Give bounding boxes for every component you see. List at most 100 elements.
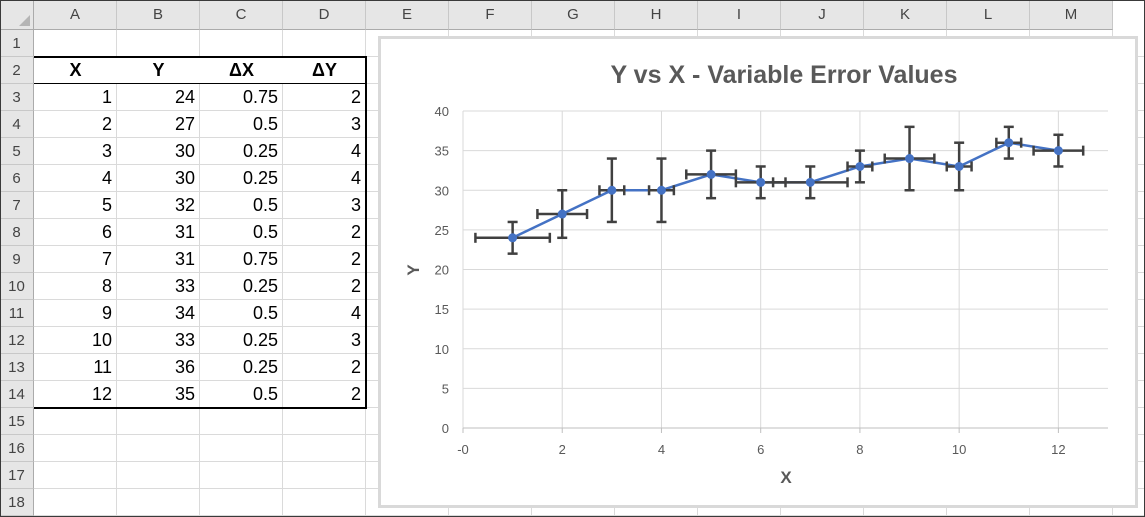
table-cell[interactable]: 0.5 (200, 300, 282, 326)
table-cell[interactable]: 4 (283, 138, 365, 164)
column-header-a[interactable]: A (34, 0, 117, 30)
row-header-5[interactable]: 5 (0, 138, 34, 165)
table-cell[interactable]: 0.5 (200, 111, 282, 137)
table-cell[interactable]: 36 (117, 354, 199, 380)
table-cell[interactable]: 12 (34, 381, 116, 407)
column-header-k[interactable]: K (864, 0, 947, 30)
y-tick-label: 15 (435, 302, 449, 317)
row-header-13[interactable]: 13 (0, 354, 34, 381)
y-axis-title: Y (404, 264, 423, 276)
gridline-v (282, 30, 283, 517)
table-cell[interactable]: 34 (117, 300, 199, 326)
row-header-8[interactable]: 8 (0, 219, 34, 246)
table-cell[interactable]: 30 (117, 165, 199, 191)
row-header-3[interactable]: 3 (0, 84, 34, 111)
row-header-15[interactable]: 15 (0, 408, 34, 435)
column-header-e[interactable]: E (366, 0, 449, 30)
data-point (607, 185, 617, 195)
table-cell[interactable]: 0.25 (200, 327, 282, 353)
column-header-l[interactable]: L (947, 0, 1030, 30)
row-header-7[interactable]: 7 (0, 192, 34, 219)
chart-title: Y vs X - Variable Error Values (611, 61, 958, 89)
table-cell[interactable]: 2 (283, 246, 365, 272)
table-cell[interactable]: 2 (283, 84, 365, 110)
table-cell[interactable]: 0.25 (200, 165, 282, 191)
table-cell[interactable]: 11 (34, 354, 116, 380)
table-header-cell[interactable]: Y (117, 57, 200, 84)
table-cell[interactable]: 9 (34, 300, 116, 326)
table-cell[interactable]: 6 (34, 219, 116, 245)
column-header-f[interactable]: F (449, 0, 532, 30)
y-tick-label: 10 (435, 342, 449, 357)
table-cell[interactable]: 35 (117, 381, 199, 407)
table-cell[interactable]: 4 (283, 165, 365, 191)
row-header-12[interactable]: 12 (0, 327, 34, 354)
row-header-2[interactable]: 2 (0, 57, 34, 84)
row-header-11[interactable]: 11 (0, 300, 34, 327)
table-cell[interactable]: 33 (117, 273, 199, 299)
table-cell[interactable]: 4 (283, 300, 365, 326)
data-point (656, 185, 666, 195)
table-cell[interactable]: 0.25 (200, 354, 282, 380)
row-header-18[interactable]: 18 (0, 489, 34, 516)
table-cell[interactable]: 32 (117, 192, 199, 218)
table-cell[interactable]: 7 (34, 246, 116, 272)
table-cell[interactable]: 1 (34, 84, 116, 110)
table-cell[interactable]: 3 (283, 111, 365, 137)
row-header-1[interactable]: 1 (0, 30, 34, 57)
table-cell[interactable]: 8 (34, 273, 116, 299)
row-header-4[interactable]: 4 (0, 111, 34, 138)
column-header-d[interactable]: D (283, 0, 366, 30)
table-cell[interactable]: 0.5 (200, 192, 282, 218)
data-point (905, 154, 915, 164)
table-cell[interactable]: 0.5 (200, 381, 282, 407)
table-cell[interactable]: 2 (283, 354, 365, 380)
table-cell[interactable]: 2 (283, 381, 365, 407)
table-cell[interactable]: 24 (117, 84, 199, 110)
column-header-g[interactable]: G (532, 0, 615, 30)
table-cell[interactable]: 0.75 (200, 246, 282, 272)
table-header-cell[interactable]: ΔY (283, 57, 366, 84)
chart-object[interactable]: 0 5 10 15 20 25 30 35 40 -0 2 4 6 8 10 12 Y vs X - Varia… (378, 36, 1138, 508)
table-cell[interactable]: 2 (283, 273, 365, 299)
table-cell[interactable]: 30 (117, 138, 199, 164)
x-axis-title: X (780, 468, 792, 487)
column-header-h[interactable]: H (615, 0, 698, 30)
y-tick-label: 5 (442, 381, 449, 396)
table-header-cell[interactable]: X (34, 57, 117, 84)
table-cell[interactable]: 3 (283, 327, 365, 353)
table-cell[interactable]: 0.25 (200, 138, 282, 164)
row-header-17[interactable]: 17 (0, 462, 34, 489)
table-cell[interactable]: 3 (34, 138, 116, 164)
column-header-m[interactable]: M (1030, 0, 1113, 30)
table-cell[interactable]: 3 (283, 192, 365, 218)
row-header-9[interactable]: 9 (0, 246, 34, 273)
row-header-16[interactable]: 16 (0, 435, 34, 462)
table-cell[interactable]: 0.75 (200, 84, 282, 110)
select-all-corner[interactable] (0, 0, 34, 30)
row-header-14[interactable]: 14 (0, 381, 34, 408)
column-header-c[interactable]: C (200, 0, 283, 30)
row-header-10[interactable]: 10 (0, 273, 34, 300)
table-header-cell[interactable]: ΔX (200, 57, 283, 84)
table-cell[interactable]: 0.25 (200, 273, 282, 299)
table-cell[interactable]: 5 (34, 192, 116, 218)
table-cell[interactable]: 31 (117, 246, 199, 272)
column-header-j[interactable]: J (781, 0, 864, 30)
table-cell[interactable]: 2 (34, 111, 116, 137)
table-cell[interactable]: 2 (283, 219, 365, 245)
data-point (805, 177, 815, 187)
table-cell[interactable]: 0.5 (200, 219, 282, 245)
column-header-i[interactable]: I (698, 0, 781, 30)
table-cell[interactable]: 27 (117, 111, 199, 137)
y-tick-label: 30 (435, 183, 449, 198)
column-header-b[interactable]: B (117, 0, 200, 30)
table-cell[interactable]: 33 (117, 327, 199, 353)
table-border-header (34, 83, 367, 84)
row-header-6[interactable]: 6 (0, 165, 34, 192)
table-cell[interactable]: 10 (34, 327, 116, 353)
table-cell[interactable]: 4 (34, 165, 116, 191)
gridline-v (116, 30, 117, 517)
y-tick-label: 0 (442, 421, 449, 436)
table-cell[interactable]: 31 (117, 219, 199, 245)
